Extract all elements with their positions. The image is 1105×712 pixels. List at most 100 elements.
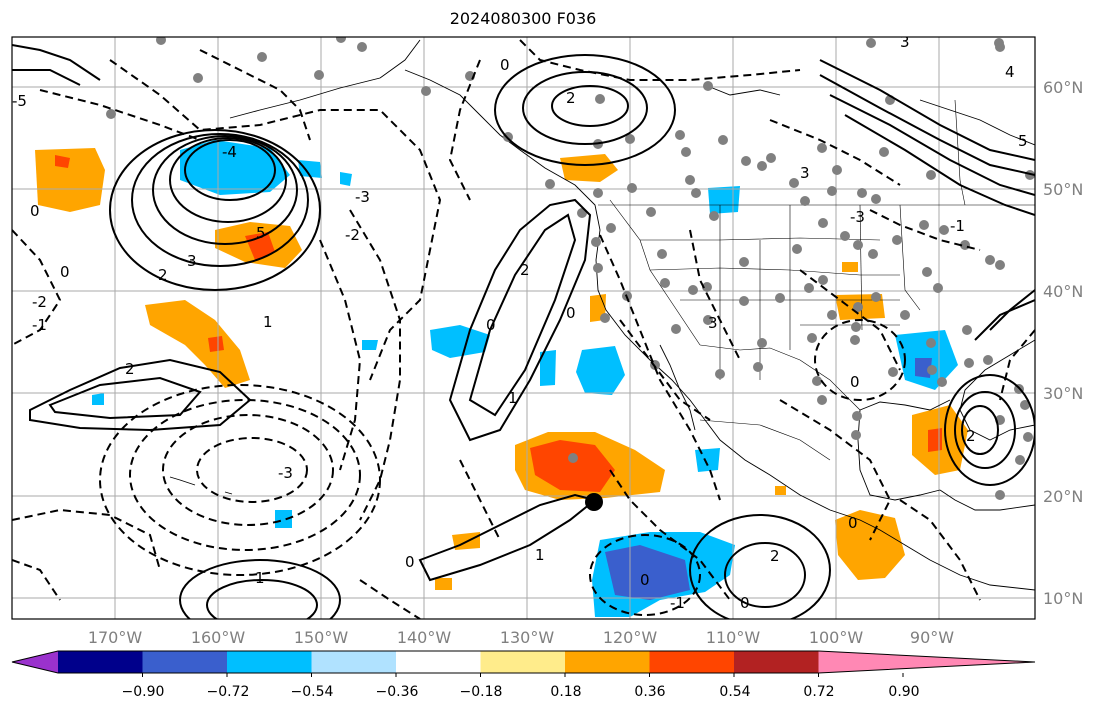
shade-blue	[362, 340, 378, 350]
black-dot-marker	[585, 493, 603, 511]
contour-label: 0	[405, 553, 415, 571]
contour-label: 0	[640, 571, 650, 589]
contour-label: 0	[486, 316, 496, 334]
contours-negative	[12, 39, 1035, 619]
lat-tick-label: 10°N	[1043, 589, 1083, 608]
colorbar-segment	[396, 651, 481, 673]
lat-tick-label: 30°N	[1043, 384, 1083, 403]
shade-orange	[560, 154, 618, 182]
shade-orange	[842, 262, 858, 272]
contour-label: 0	[30, 202, 40, 220]
shade-red	[928, 428, 942, 452]
shade-blue	[576, 346, 625, 395]
contour-label: 3	[187, 252, 197, 270]
colorbar-tick-label: −0.90	[122, 684, 165, 700]
colorbar-segment	[311, 651, 397, 673]
colorbar-tick-label: 0.90	[888, 684, 919, 700]
contour-label: 5	[256, 224, 266, 242]
colorbar-segment	[734, 651, 819, 673]
lon-tick-label: 120°W	[603, 628, 658, 647]
colorbar-extend-low	[12, 651, 58, 673]
colorbar-tick-labels: −0.90 −0.72 −0.54 −0.36 −0.18 0.18 0.36 …	[122, 684, 920, 700]
shade-blue	[540, 350, 556, 386]
colorbar-tick-label: −0.18	[460, 684, 503, 700]
contour-label: 1	[263, 313, 273, 331]
contour-label: 1	[508, 389, 518, 407]
contour-label: 2	[158, 266, 168, 284]
colorbar-outline	[11, 650, 1036, 674]
shade-blue	[298, 160, 322, 178]
contour-label: 3	[800, 164, 810, 182]
contour-label: 3	[900, 33, 910, 51]
lon-tick-label: 140°W	[397, 628, 452, 647]
colorbar-segment	[58, 651, 143, 673]
shade-blue	[180, 140, 290, 195]
lon-tick-label: 160°W	[191, 628, 246, 647]
shade-orange	[35, 148, 105, 212]
lon-tick-label: 90°W	[910, 628, 954, 647]
contour-label: 2	[770, 547, 780, 565]
contour-label: 0	[566, 304, 576, 322]
shade-blue	[430, 325, 490, 358]
contour-label: -5	[12, 92, 27, 110]
colorbar-segment	[565, 651, 650, 673]
political-borders	[598, 99, 1035, 461]
map-title: 2024080300 F036	[449, 9, 597, 28]
shade-red	[245, 232, 275, 260]
shade-blue	[275, 510, 292, 528]
contour-label: 0	[60, 263, 70, 281]
colorbar-tick-label: 0.18	[550, 684, 581, 700]
lat-tick-label: 40°N	[1043, 282, 1083, 301]
colorbar-tick-label: 0.36	[634, 684, 665, 700]
contour-label: -3	[355, 188, 370, 206]
contour-label: 0	[848, 514, 858, 532]
shade-orange	[435, 578, 452, 590]
lon-tick-label: 150°W	[294, 628, 349, 647]
contour-label: 0	[740, 594, 750, 612]
colorbar-tick-label: −0.54	[291, 684, 334, 700]
shade-blue	[340, 172, 352, 186]
contour-label: -1	[32, 316, 47, 334]
colorbar-segment	[227, 651, 312, 673]
shade-royal	[915, 358, 932, 378]
contour-label: 0	[500, 56, 510, 74]
colorbar-segment	[649, 651, 735, 673]
anomaly-shading	[35, 140, 968, 617]
lon-axis: 170°W 160°W 150°W 140°W 130°W 120°W 110°…	[88, 628, 954, 647]
lat-tick-label: 60°N	[1043, 78, 1083, 97]
shade-red	[530, 440, 615, 492]
colorbar-tick-label: −0.72	[207, 684, 250, 700]
contour-label: -2	[32, 293, 47, 311]
colorbar-extend-high	[818, 651, 1035, 673]
contour-label: 2	[125, 360, 135, 378]
contour-label: 4	[1005, 63, 1015, 81]
map-frame	[11, 36, 1036, 620]
lat-axis: 60°N 50°N 40°N 30°N 20°N 10°N	[1043, 78, 1083, 608]
shade-royal	[605, 545, 690, 600]
lat-tick-label: 50°N	[1043, 180, 1083, 199]
contour-label: 3	[708, 314, 718, 332]
shade-blue	[92, 393, 104, 405]
shade-blue	[708, 186, 740, 214]
map-plot-area: -4 5 3 2 1 2 0 -1 -2 -3 -3 -2 2 2 0 1 0 …	[12, 33, 1035, 619]
colorbar-tick-label: 0.72	[803, 684, 834, 700]
lon-tick-label: 170°W	[88, 628, 143, 647]
lon-tick-label: 110°W	[706, 628, 761, 647]
contour-label: 2	[966, 427, 976, 445]
contour-label: -1	[950, 217, 965, 235]
shade-orange	[775, 486, 786, 495]
colorbar-segment	[142, 651, 228, 673]
contour-label: 1	[255, 569, 265, 587]
graticule	[12, 37, 1035, 619]
contour-labels: -4 5 3 2 1 2 0 -1 -2 -3 -3 -2 2 2 0 1 0 …	[12, 33, 1028, 612]
shade-orange	[835, 510, 905, 580]
shade-red	[55, 155, 70, 168]
shade-red	[208, 336, 224, 352]
contour-label: -3	[850, 208, 865, 226]
contour-label: 5	[1018, 132, 1028, 150]
contour-label: 2	[566, 89, 576, 107]
colorbar	[11, 650, 1036, 677]
contour-label: 1	[535, 546, 545, 564]
contour-label: 2	[520, 261, 530, 279]
contour-label: -1	[670, 594, 685, 612]
